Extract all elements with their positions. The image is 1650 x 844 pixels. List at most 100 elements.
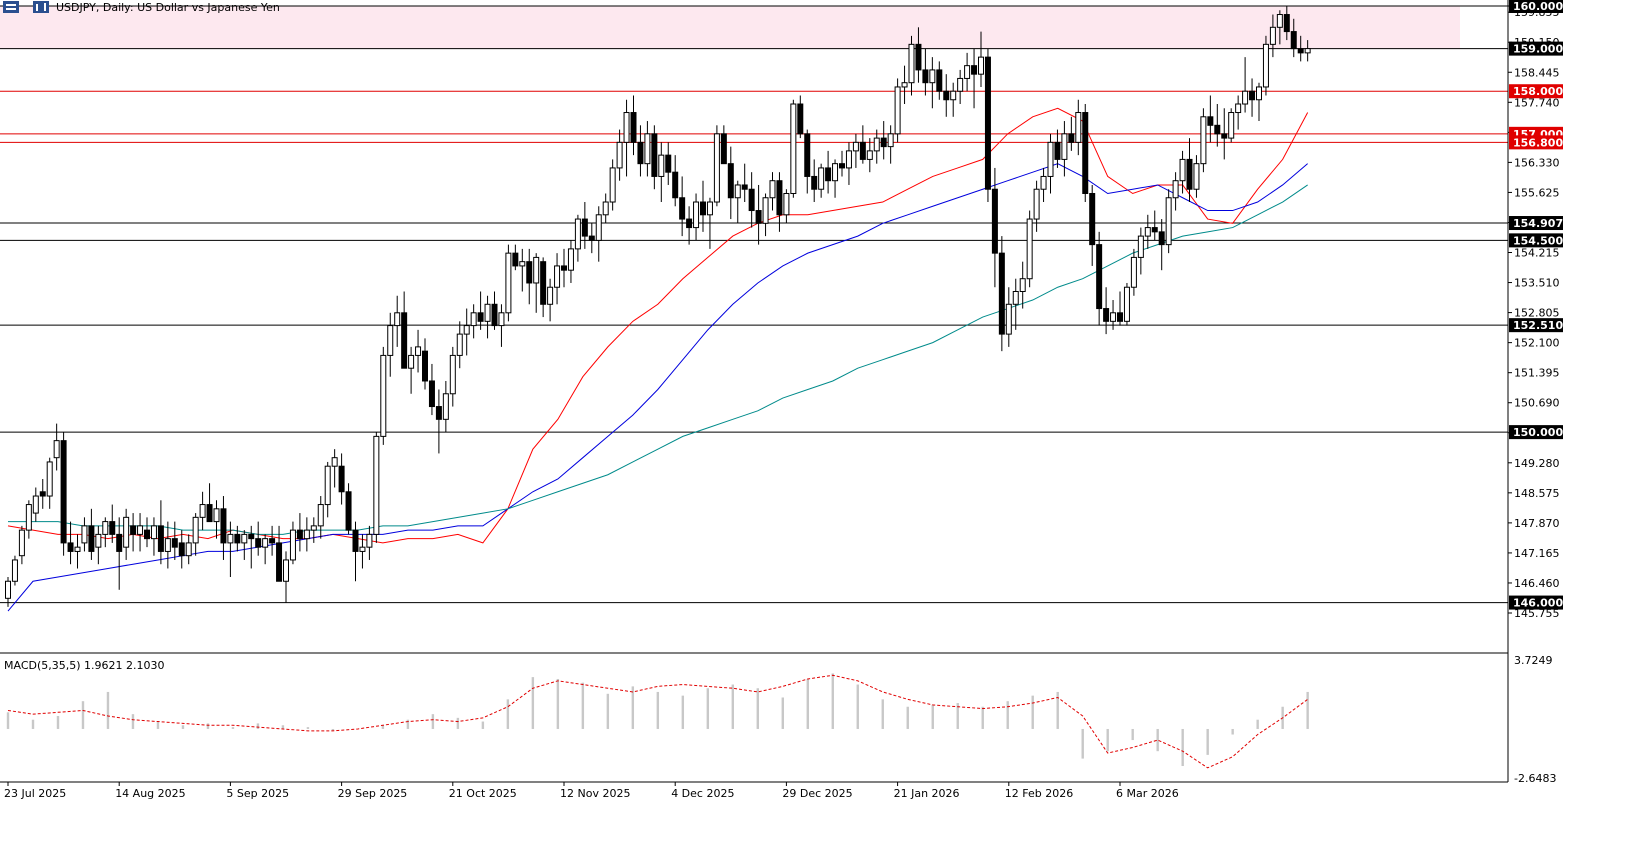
candle-body <box>130 525 137 535</box>
chart-type-icon-detail <box>6 8 16 10</box>
macd-histogram-bar <box>1056 691 1059 729</box>
candle-body <box>178 542 185 557</box>
candle-body <box>380 354 387 437</box>
macd-histogram-bar <box>781 697 784 729</box>
candle-body <box>609 167 616 203</box>
candle-body <box>303 529 310 540</box>
date-tick-label: 21 Jan 2026 <box>894 787 960 800</box>
candle-body <box>880 137 887 148</box>
candle-body <box>1117 312 1123 322</box>
date-tick-label: 29 Dec 2025 <box>782 787 852 800</box>
candle-body <box>484 303 491 322</box>
candle-body <box>1110 312 1117 322</box>
candle-body <box>1089 192 1096 246</box>
macd-histogram-bar <box>256 723 260 729</box>
moving-average-line <box>7 163 1308 612</box>
timeframe-icon[interactable] <box>33 1 49 13</box>
price-tick-label: 152.100 <box>1514 337 1560 350</box>
resistance-zone <box>0 6 1460 49</box>
level-tag <box>1509 0 1563 13</box>
candle-body <box>769 180 776 199</box>
candle-body <box>762 197 769 224</box>
candle-body <box>978 56 984 75</box>
candle-body <box>428 380 435 408</box>
candle-body <box>1061 133 1068 160</box>
candle-body <box>95 533 102 548</box>
candle-body <box>901 82 908 88</box>
timeframe-icon-detail <box>44 3 46 11</box>
candle-body <box>1137 235 1144 258</box>
candle-body <box>943 90 950 101</box>
macd-histogram-bar <box>206 723 210 729</box>
macd-histogram-bar <box>731 684 735 729</box>
candle-body <box>693 201 700 229</box>
macd-histogram-bar <box>1256 719 1259 729</box>
candle-body <box>1019 278 1026 292</box>
candle-body <box>338 465 345 493</box>
candle-body <box>324 465 331 506</box>
macd-histogram-bar <box>756 688 759 729</box>
macd-histogram-bar <box>1206 728 1209 755</box>
macd-histogram-bar <box>656 691 660 729</box>
candle-body <box>1026 218 1033 280</box>
candle-body <box>11 559 18 582</box>
candle-body <box>422 350 428 382</box>
macd-histogram-bar <box>1181 728 1184 766</box>
candle-body <box>839 163 845 169</box>
chart-type-icon[interactable] <box>3 1 19 13</box>
candle-body <box>317 504 324 527</box>
candle-body <box>547 286 554 305</box>
candle-body <box>755 210 762 224</box>
candle-body <box>991 188 998 254</box>
candle-body <box>720 133 727 165</box>
candle-body <box>658 154 665 177</box>
candle-body <box>1005 303 1012 335</box>
candle-body <box>185 542 192 557</box>
macd-histogram-bar <box>156 721 160 729</box>
candle-body <box>790 103 797 194</box>
macd-label: MACD(5,35,5) 1.9621 2.1030 <box>4 659 165 672</box>
candle-body <box>331 457 338 467</box>
candle-body <box>637 141 644 165</box>
price-tick-label: 146.460 <box>1514 577 1560 590</box>
macd-panel <box>0 652 1508 769</box>
candle-body <box>811 175 818 190</box>
level-tag-label: 146.000 <box>1513 597 1563 610</box>
macd-histogram-bar <box>6 712 10 729</box>
macd-histogram-bar <box>556 678 560 729</box>
candle-body <box>665 154 672 173</box>
candle-body <box>359 546 366 552</box>
macd-tick-label: -2.6483 <box>1514 772 1556 785</box>
level-tag <box>1509 425 1563 440</box>
level-tag-label: 160.000 <box>1513 0 1563 13</box>
candle-body <box>1144 227 1151 237</box>
level-tag-label: 154.500 <box>1513 234 1563 247</box>
macd-histogram-bar <box>1031 695 1034 729</box>
candle-body <box>519 261 526 267</box>
level-tag <box>1509 595 1563 610</box>
candle-body <box>1075 112 1082 143</box>
price-tick-label: 156.330 <box>1514 156 1560 169</box>
macd-histogram-bar <box>106 691 110 729</box>
candle-body <box>60 440 67 544</box>
candle-body <box>540 261 547 305</box>
candle-body <box>137 525 144 535</box>
candle-body <box>713 133 720 203</box>
price-tick-label: 149.280 <box>1514 457 1560 470</box>
candle-body <box>567 248 574 271</box>
macd-histogram-bar <box>706 688 710 729</box>
candle-body <box>1054 141 1061 160</box>
macd-histogram-bar <box>181 725 185 729</box>
candle-body <box>157 525 164 552</box>
candle-body <box>276 542 283 582</box>
price-tick-label: 150.690 <box>1514 397 1560 410</box>
level-tag <box>1509 233 1563 248</box>
candle-body <box>1269 26 1276 45</box>
candle-body <box>1242 90 1249 105</box>
price-tick-label: 147.165 <box>1514 547 1560 560</box>
level-tag <box>1509 318 1563 333</box>
candle-body <box>1068 133 1075 143</box>
candle-body <box>1158 231 1165 246</box>
level-tag-label: 158.000 <box>1513 85 1563 98</box>
